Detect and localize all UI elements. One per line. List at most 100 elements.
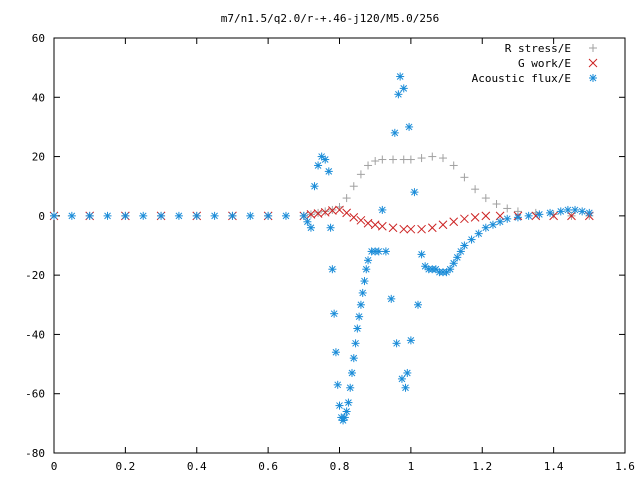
y-tick-label: -80	[25, 447, 45, 460]
data-point	[310, 182, 319, 191]
data-point	[470, 212, 480, 222]
axis-ticks: 0 0.2 0.4 0.6 0.8 1 1.2 1.4 1.6 -80 -60 -40 -20 0 20 40…	[25, 32, 635, 473]
data-point	[306, 210, 316, 219]
x-tick-label: 1.4	[544, 460, 564, 473]
legend-label: R stress/E	[505, 42, 571, 55]
data-point	[314, 161, 323, 170]
data-point	[342, 194, 351, 203]
plot-frame	[53, 37, 626, 454]
data-point	[449, 161, 458, 170]
data-point	[228, 211, 237, 220]
data-point	[406, 336, 415, 345]
y-tick-label: -20	[25, 269, 45, 282]
data-point	[471, 185, 480, 194]
data-point	[546, 208, 555, 217]
data-point	[417, 224, 426, 234]
data-point	[344, 398, 353, 407]
data-point	[427, 223, 437, 233]
data-point	[481, 194, 490, 203]
data-point	[333, 380, 342, 389]
data-point	[460, 241, 469, 250]
x-tick-label: 1	[408, 460, 415, 473]
data-point	[371, 157, 380, 166]
data-point	[397, 374, 406, 383]
y-tick-label: 40	[32, 91, 45, 104]
data-point	[330, 309, 339, 318]
data-point	[299, 211, 308, 220]
data-point	[364, 161, 373, 170]
x-tick-label: 1.6	[615, 460, 635, 473]
data-point	[347, 368, 356, 377]
data-point	[449, 259, 458, 268]
data-point	[349, 212, 359, 222]
x-tick-label: 0	[51, 460, 58, 473]
legend-marker	[588, 58, 598, 68]
data-point	[410, 188, 419, 197]
data-point	[67, 211, 76, 220]
data-point	[417, 154, 426, 163]
data-point	[328, 206, 337, 215]
data-point	[349, 182, 358, 191]
data-point	[349, 354, 358, 363]
data-point	[364, 256, 373, 265]
data-point	[356, 170, 365, 179]
data-point	[157, 211, 166, 220]
x-tick-label: 1.2	[472, 460, 492, 473]
legend: R stress/E G work/E Acoustic flux/E	[472, 42, 598, 85]
data-point	[496, 217, 505, 226]
data-point	[378, 155, 387, 164]
data-point	[246, 211, 255, 220]
data-point	[556, 207, 565, 216]
data-point	[335, 401, 344, 410]
data-point	[281, 211, 290, 220]
data-point	[474, 229, 483, 238]
data-point	[50, 211, 58, 220]
data-point	[428, 152, 437, 161]
data-point	[363, 218, 373, 228]
data-point	[460, 173, 469, 182]
data-point	[456, 247, 465, 256]
data-point	[210, 211, 219, 220]
legend-marker	[589, 44, 597, 52]
data-point	[401, 383, 410, 392]
y-tick-label: 60	[32, 32, 45, 45]
data-point	[139, 211, 148, 220]
legend-label: Acoustic flux/E	[472, 72, 571, 85]
data-point	[321, 155, 330, 164]
data-point	[387, 294, 396, 303]
data-point	[392, 339, 401, 348]
data-point	[388, 223, 398, 233]
legend-label: G work/E	[518, 57, 571, 70]
data-point	[192, 211, 201, 220]
data-point	[438, 220, 448, 230]
data-point	[438, 154, 447, 163]
data-point	[446, 265, 455, 274]
data-point	[449, 217, 459, 227]
data-point	[399, 155, 408, 164]
data-point	[488, 220, 497, 229]
data-point	[378, 205, 387, 214]
data-point	[306, 223, 315, 232]
data-point	[405, 122, 414, 131]
x-tick-label: 0.4	[187, 460, 207, 473]
data-point	[121, 211, 130, 220]
data-point	[362, 265, 371, 274]
data-point	[453, 253, 462, 262]
data-point	[331, 348, 340, 357]
data-point	[481, 211, 491, 221]
data-point	[346, 383, 355, 392]
data-point	[394, 90, 403, 99]
data-point	[321, 207, 330, 216]
data-point	[340, 413, 349, 422]
data-point	[535, 210, 544, 219]
x-tick-label: 0.8	[330, 460, 350, 473]
series-2	[50, 72, 594, 425]
data-point	[481, 223, 490, 232]
data-point	[326, 223, 335, 232]
chart-title: m7/n1.5/q2.0/r-+.46-j120/M5.0/256	[221, 12, 440, 25]
data-point	[513, 213, 522, 222]
data-point	[503, 204, 512, 213]
y-tick-label: -60	[25, 388, 45, 401]
data-point	[403, 368, 412, 377]
data-point	[492, 200, 501, 208]
